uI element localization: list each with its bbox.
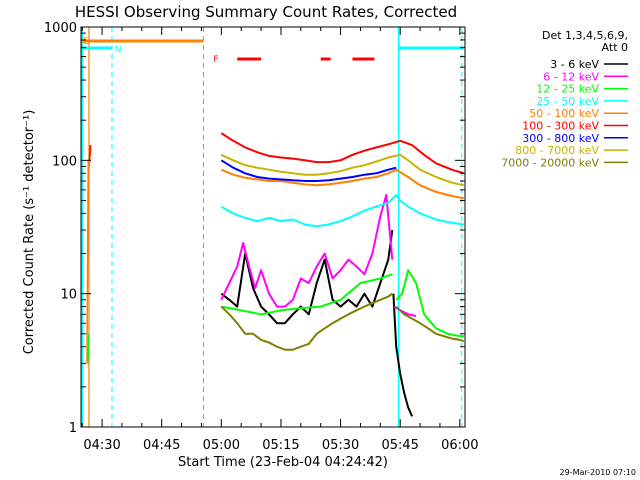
series-line-2-1 <box>395 269 464 338</box>
legend-label-1: 6 - 12 keV <box>543 70 599 83</box>
x-tick-label-1: 04:45 <box>143 438 180 453</box>
x-tick-label-0: 04:30 <box>83 438 120 453</box>
x-tick-label-2: 05:00 <box>203 438 240 453</box>
y-tick-label-2: 100 <box>52 154 77 169</box>
series-line-5-0 <box>220 132 465 175</box>
y-tick-label-3: 1000 <box>44 21 77 36</box>
legend-label-0: 3 - 6 keV <box>550 58 599 71</box>
early-spike-line-1 <box>87 333 90 364</box>
legend-subtitle: Att 0 <box>602 41 628 54</box>
x-tick-label-4: 05:30 <box>322 438 359 453</box>
y-tick-label-0: 1 <box>69 421 77 436</box>
legend-label-8: 7000 - 20000 keV <box>501 156 599 169</box>
series-line-2-0 <box>221 273 393 316</box>
x-tick-label-5: 05:45 <box>381 438 418 453</box>
legend-label-5: 100 - 300 keV <box>522 120 599 133</box>
x-tick-label-6: 06:00 <box>441 438 478 453</box>
plot-frame <box>80 26 466 428</box>
legend-label-6: 300 - 800 keV <box>522 132 599 145</box>
x-axis-label: Start Time (23-Feb-04 04:24:42) <box>178 455 388 470</box>
series-line-8-1 <box>395 305 465 343</box>
footer-date: 29-Mar-2010 07:10 <box>560 468 637 477</box>
series-line-1-0 <box>220 194 394 308</box>
plot-area: E N F <box>81 27 465 427</box>
legend-label-7: 800 - 7000 keV <box>515 144 599 157</box>
y-axis-label: Corrected Count Rate (s⁻¹ detector⁻¹) <box>22 110 37 355</box>
flare-flag-label: F <box>213 55 218 65</box>
series-line-0-0 <box>220 229 394 325</box>
series-line-6-0 <box>220 159 397 182</box>
series-line-3-0 <box>220 194 464 228</box>
y-tick-label-1: 10 <box>60 288 77 303</box>
legend-title: Det 1,3,4,5,6,9, <box>542 29 628 42</box>
data-series <box>86 132 465 417</box>
legend-label-4: 50 - 100 keV <box>529 107 599 120</box>
status-flags: E N F <box>81 37 464 65</box>
x-axis-ticks: 04:30 04:45 05:00 05:15 05:30 05:45 06:00 <box>81 27 479 453</box>
legend-label-3: 25 - 50 keV <box>536 95 599 108</box>
saa-flag-label: N <box>115 45 122 55</box>
chart-title: HESSI Observing Summary Count Rates, Cor… <box>75 3 457 21</box>
series-line-7-0 <box>220 153 465 187</box>
legend-label-2: 12 - 25 keV <box>536 83 599 96</box>
early-spike-line-2 <box>88 145 92 161</box>
y-axis-ticks: 1 10 100 1000 <box>44 21 465 436</box>
eclipse-flag-label: E <box>83 37 89 47</box>
vertical-markers <box>81 27 463 427</box>
series-line-8-0 <box>220 292 393 351</box>
series-line-0-1 <box>392 293 414 417</box>
x-tick-label-3: 05:15 <box>262 438 299 453</box>
series-line-4-0 <box>220 168 464 200</box>
